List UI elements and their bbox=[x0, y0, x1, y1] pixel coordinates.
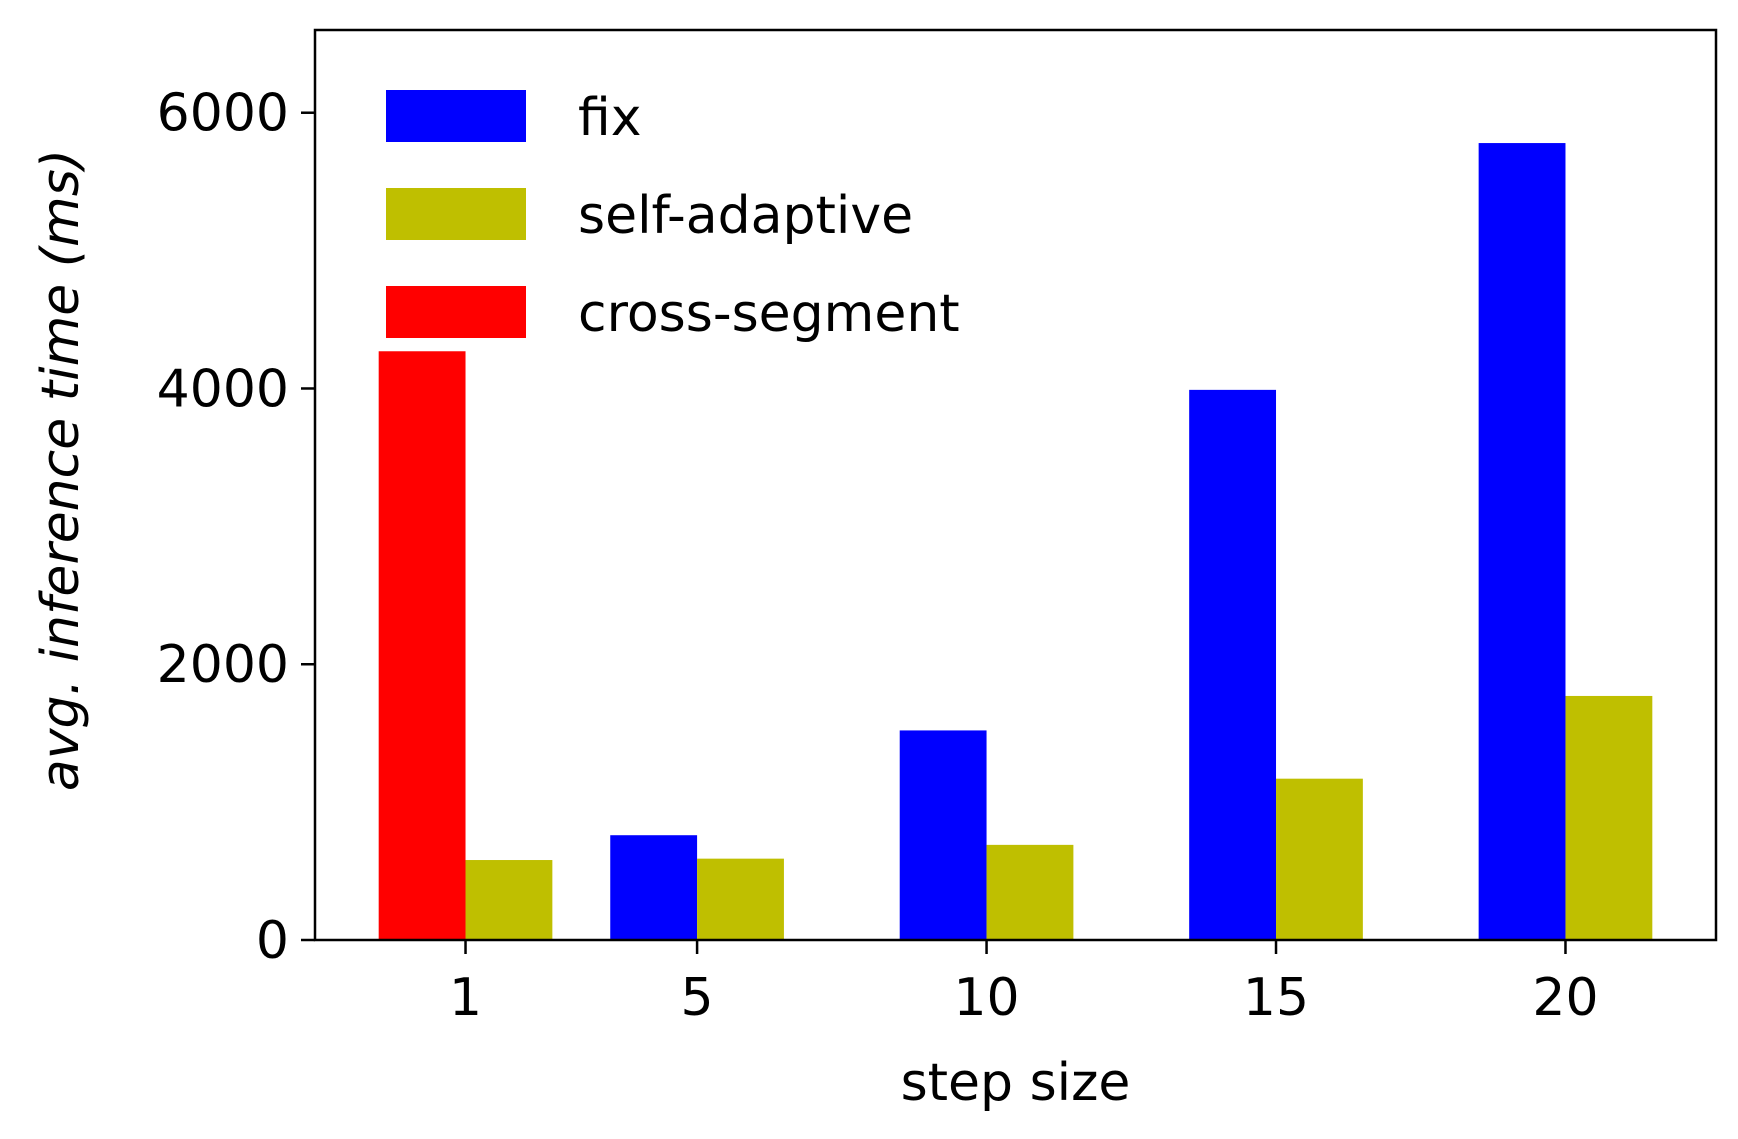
y-axis-title: avg. inference time (ms) bbox=[31, 149, 91, 791]
legend-swatch-self-adaptive bbox=[386, 188, 526, 240]
legend-label-fix: fix bbox=[578, 88, 642, 148]
x-tick-label: 10 bbox=[953, 968, 1019, 1028]
bar-cross-segment-1 bbox=[378, 351, 466, 940]
bar-fix-5 bbox=[610, 835, 698, 940]
x-axis: 1 5 10 15 20 bbox=[449, 940, 1599, 1028]
legend-swatch-fix bbox=[386, 90, 526, 142]
x-tick-label: 20 bbox=[1532, 968, 1598, 1028]
legend-swatch-cross-segment bbox=[386, 286, 526, 338]
x-tick-label: 5 bbox=[681, 968, 714, 1028]
legend-label-self-adaptive: self-adaptive bbox=[578, 186, 913, 246]
x-tick-label: 15 bbox=[1243, 968, 1309, 1028]
y-tick-label: 4000 bbox=[157, 359, 289, 419]
legend: fix self-adaptive cross-segment bbox=[386, 88, 960, 344]
bar-self-adaptive-15 bbox=[1276, 778, 1363, 940]
bar-fix-10 bbox=[899, 730, 987, 940]
y-tick-label: 0 bbox=[256, 911, 289, 971]
y-tick-label: 2000 bbox=[157, 635, 289, 695]
bar-self-adaptive-5 bbox=[697, 858, 784, 940]
x-tick-label: 1 bbox=[449, 968, 482, 1028]
bar-fix-15 bbox=[1189, 389, 1277, 940]
bars-layer bbox=[378, 143, 1653, 940]
x-axis-title: step size bbox=[901, 1053, 1131, 1113]
legend-label-cross-segment: cross-segment bbox=[578, 284, 960, 344]
bar-fix-20 bbox=[1478, 143, 1566, 940]
bar-self-adaptive-20 bbox=[1565, 695, 1653, 940]
y-tick-label: 6000 bbox=[157, 84, 289, 144]
plot-frame bbox=[313, 28, 1718, 942]
bar-self-adaptive-1 bbox=[465, 860, 553, 940]
bar-self-adaptive-10 bbox=[986, 844, 1074, 940]
y-axis: 0 2000 4000 6000 bbox=[157, 84, 315, 971]
